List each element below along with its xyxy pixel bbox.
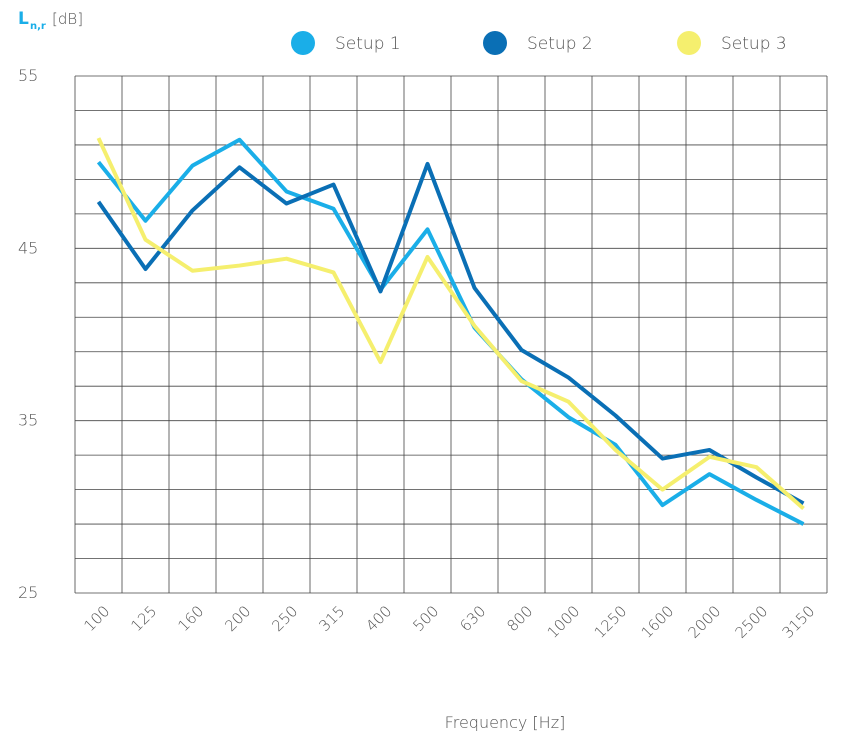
x-tick-label: 315 [315,602,348,635]
x-tick-label: 1600 [638,602,678,642]
y-label: L [18,9,29,29]
x-tick-label: 1000 [544,602,584,642]
x-tick-label: 1250 [591,602,631,642]
series-line [96,161,805,506]
x-tick-label: 250 [268,602,301,635]
x-tick-label: 160 [174,602,207,635]
y-tick-label: 45 [18,238,38,257]
legend-marker [677,31,701,55]
x-tick-label: 125 [127,602,160,635]
y-tick-label: 25 [18,583,38,602]
legend-label: Setup 2 [527,34,593,54]
series-line [96,137,805,511]
x-tick-label: 500 [409,602,442,635]
legend-label: Setup 1 [335,34,401,54]
legend-marker [483,31,507,55]
y-tick-label: 55 [18,66,38,85]
x-tick-label: 3150 [779,602,819,642]
series-line [96,137,805,526]
x-tick-label: 2000 [685,602,725,642]
y-label-sub: n,r [30,21,46,32]
x-tick-label: 630 [456,602,489,635]
x-tick-label: 2500 [732,602,772,642]
legend-label: Setup 3 [721,34,787,54]
x-tick-label: 200 [221,602,254,635]
y-tick-label: 35 [18,411,38,430]
y-unit: [dB] [52,10,83,28]
legend-marker [291,31,315,55]
x-tick-label: 100 [80,602,113,635]
x-axis-label: Frequency [Hz] [445,713,566,732]
x-tick-label: 800 [503,602,536,635]
x-tick-label: 400 [362,602,395,635]
